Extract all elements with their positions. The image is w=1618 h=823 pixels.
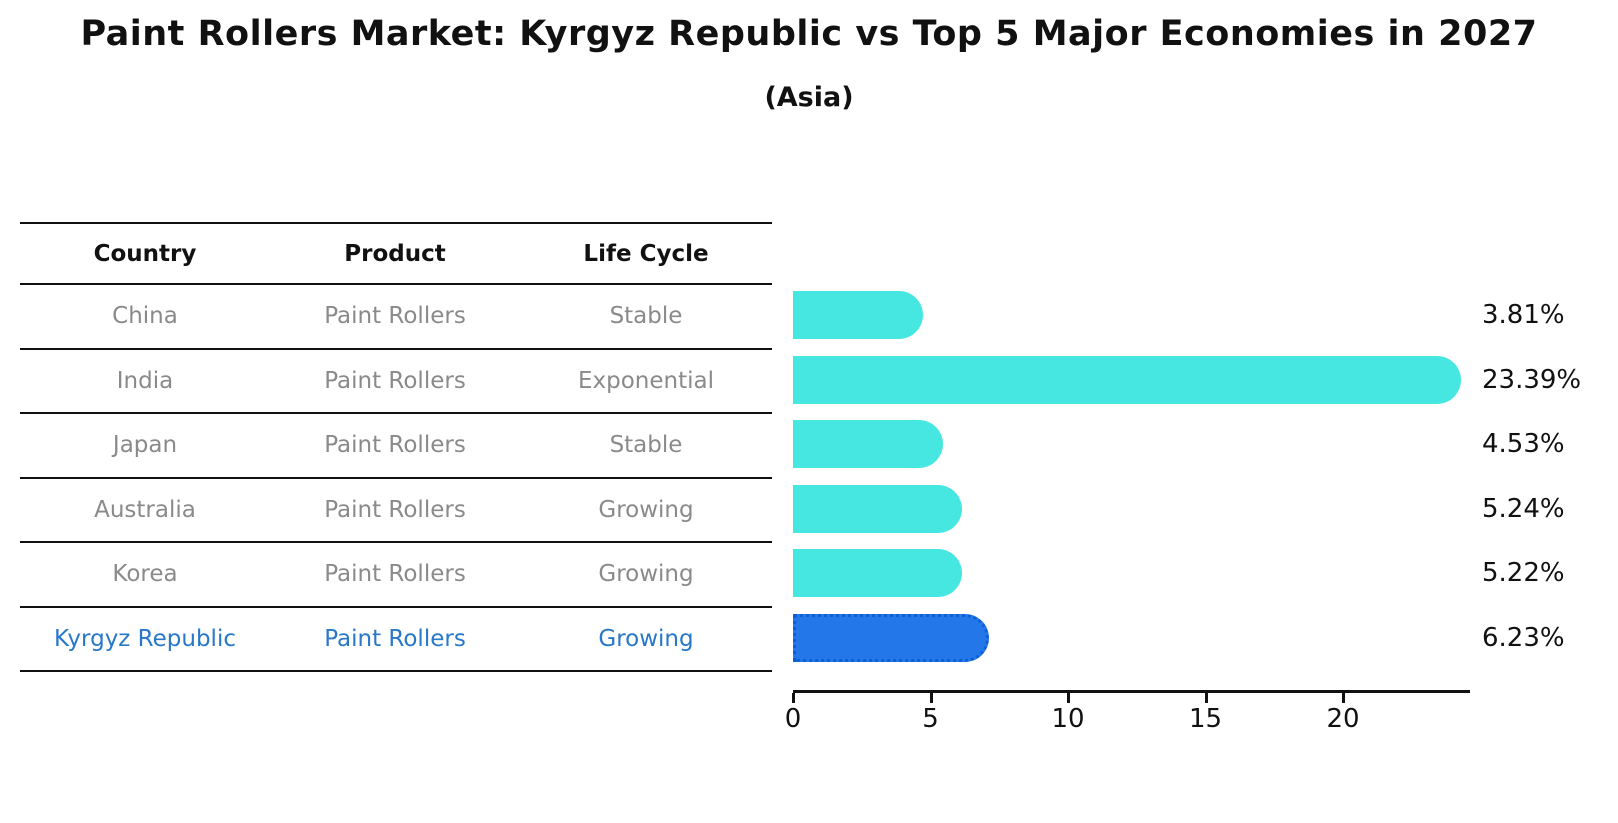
bar-value-label: 4.53% [1482, 429, 1565, 460]
x-axis-tick-mark [929, 693, 933, 703]
bar [793, 291, 923, 340]
table-row: India Paint Rollers Exponential [20, 350, 772, 414]
x-axis-tick-mark [1067, 693, 1070, 703]
table-header-country: Country [93, 240, 197, 267]
chart-subtitle: (Asia) [764, 82, 854, 113]
table-header-row: Country Product Life Cycle [20, 224, 772, 285]
table-cell-country: Australia [94, 496, 196, 523]
table-row: Kyrgyz Republic Paint Rollers Growing [20, 608, 772, 672]
x-axis-tick-mark [1342, 693, 1345, 703]
table-row: China Paint Rollers Stable [20, 285, 772, 350]
table-cell-country: Kyrgyz Republic [54, 625, 236, 652]
table-row: Australia Paint Rollers Growing [20, 479, 772, 543]
table-cell-life-cycle: Growing [598, 561, 694, 588]
table-cell-product: Paint Rollers [324, 432, 466, 459]
table-row: Japan Paint Rollers Stable [20, 414, 772, 479]
table-cell-life-cycle: Growing [598, 625, 694, 652]
bar [793, 420, 943, 469]
x-axis-tick-label: 5 [922, 704, 939, 734]
x-axis-tick-label: 15 [1188, 704, 1223, 734]
table-cell-life-cycle: Growing [598, 496, 694, 523]
table-cell-product: Paint Rollers [324, 303, 466, 330]
x-axis-tick-label: 0 [784, 704, 802, 734]
bar [793, 484, 963, 533]
table-cell-product: Paint Rollers [324, 561, 466, 588]
table-cell-country: China [112, 303, 178, 330]
table-body: China Paint Rollers Stable India Paint Rolle… [20, 285, 772, 672]
table-cell-product: Paint Rollers [324, 367, 466, 394]
country-table: Country Product Life Cycle China Paint Ro… [20, 222, 772, 672]
bar-value-label: 6.23% [1482, 622, 1565, 653]
x-axis-tick-label: 20 [1326, 704, 1360, 734]
table-row: Korea Paint Rollers Growing [20, 543, 772, 608]
bar-value-label: 5.24% [1482, 493, 1565, 524]
x-axis-tick-mark [792, 693, 795, 703]
table-cell-country: Japan [112, 432, 178, 459]
table-cell-life-cycle: Stable [609, 303, 683, 330]
bar [793, 549, 962, 598]
chart-title: Paint Rollers Market: Kyrgyz Republic vs… [80, 14, 1538, 54]
bar-value-label: 5.22% [1482, 558, 1565, 589]
table-cell-product: Paint Rollers [324, 496, 466, 523]
table-cell-product: Paint Rollers [324, 625, 466, 652]
bar-value-label: 3.81% [1482, 300, 1565, 331]
bar-highlight [793, 613, 990, 662]
table-cell-life-cycle: Stable [609, 432, 683, 459]
table-cell-life-cycle: Exponential [577, 367, 714, 394]
table-cell-country: India [116, 367, 174, 394]
bar [793, 355, 1462, 404]
table-header-life-cycle: Life Cycle [583, 240, 709, 267]
table-cell-country: Korea [112, 561, 178, 588]
x-axis-tick-mark [1204, 693, 1208, 703]
x-axis-line [793, 690, 1470, 693]
bar-value-label: 23.39% [1482, 364, 1582, 395]
x-axis-tick-label: 10 [1051, 704, 1085, 734]
table-header-product: Product [344, 240, 446, 267]
